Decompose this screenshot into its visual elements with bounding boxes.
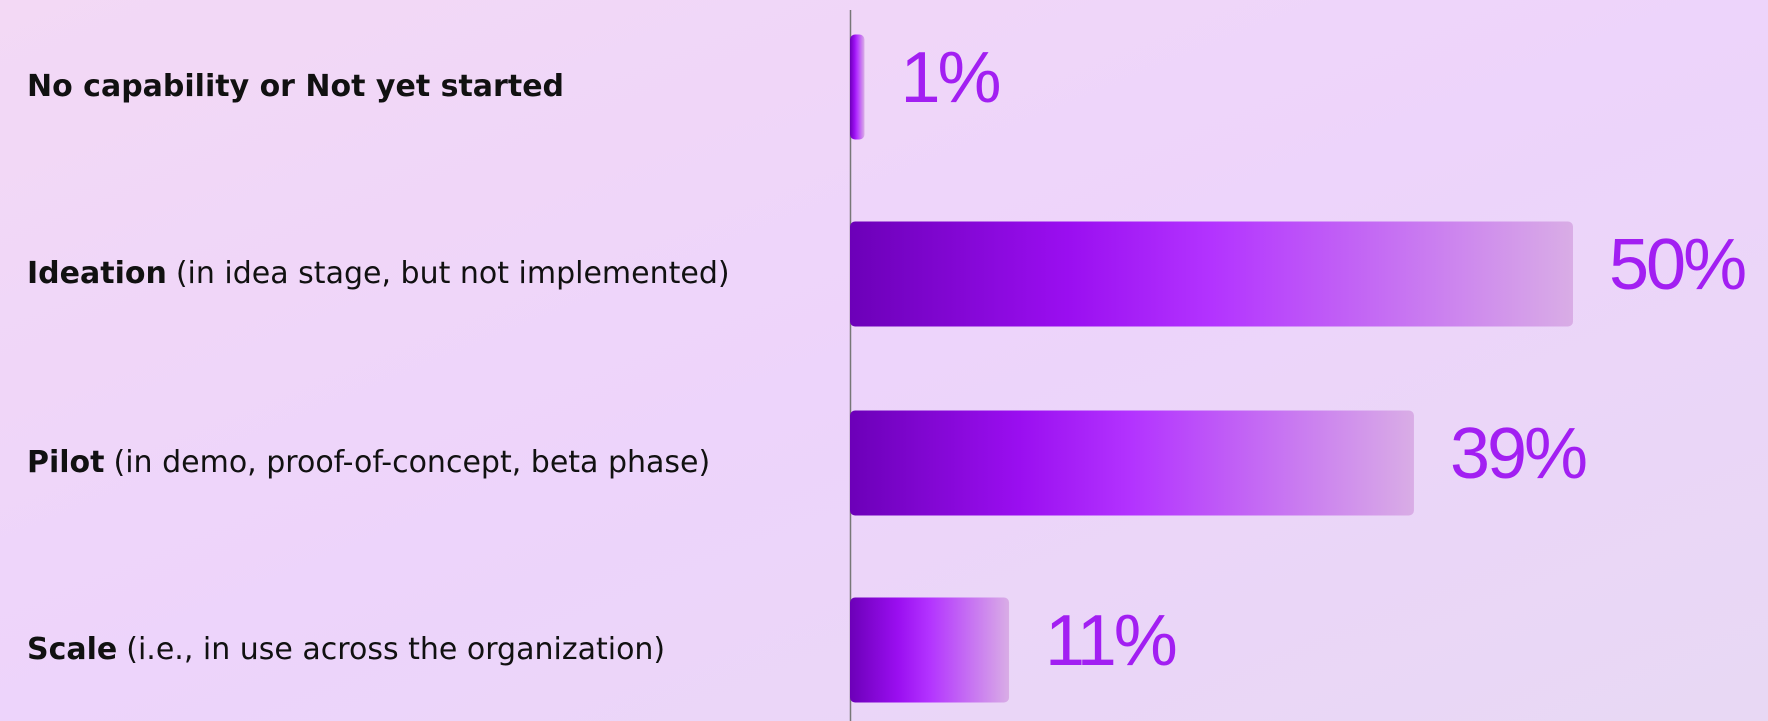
category-name: Ideation — [27, 256, 167, 291]
value-label: 39% — [1450, 414, 1586, 494]
category-note: (in idea stage, but not implemented) — [176, 256, 730, 291]
category-name: Pilot — [27, 445, 105, 480]
category-name: No capability or Not yet started — [27, 69, 564, 104]
value-label: 50% — [1609, 225, 1745, 305]
bar — [850, 597, 1010, 703]
bar — [850, 34, 865, 140]
bar — [850, 410, 1414, 516]
bar — [850, 221, 1573, 327]
category-label: Ideation (in idea stage, but not implemen… — [27, 256, 730, 291]
category-note: (in demo, proof-of-concept, beta phase) — [114, 445, 711, 480]
category-name: Scale — [27, 632, 117, 667]
category-label: No capability or Not yet started — [27, 69, 564, 104]
value-label: 1% — [900, 38, 999, 118]
category-label: Pilot (in demo, proof-of-concept, beta ph… — [27, 445, 710, 480]
value-label: 11% — [1045, 601, 1176, 681]
category-note: (i.e., in use across the organization) — [126, 632, 665, 667]
category-label: Scale (i.e., in use across the organizati… — [27, 632, 665, 667]
